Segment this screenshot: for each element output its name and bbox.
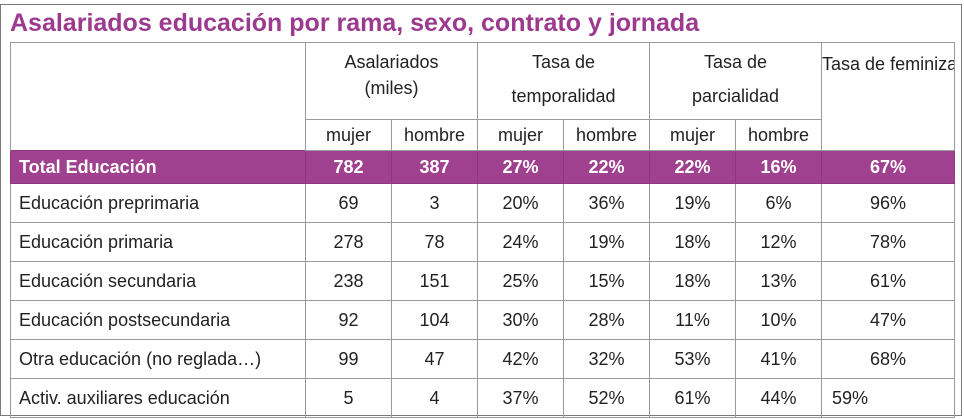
cell: 5 bbox=[305, 378, 392, 418]
cell: 41% bbox=[735, 339, 822, 379]
cell: 16% bbox=[735, 150, 822, 184]
cell: 104 bbox=[391, 300, 478, 340]
header-temporalidad: Tasa de temporalidad bbox=[477, 42, 650, 120]
cell: 68% bbox=[821, 339, 955, 379]
header-hombre: hombre bbox=[735, 119, 822, 151]
row-label: Total Educación bbox=[10, 150, 306, 184]
cell: 15% bbox=[563, 261, 650, 301]
cell: 59% bbox=[821, 378, 955, 418]
cell: 20% bbox=[477, 183, 564, 223]
cell: 99 bbox=[305, 339, 392, 379]
header-mujer: mujer bbox=[305, 119, 392, 151]
cell: 44% bbox=[735, 378, 822, 418]
cell: 22% bbox=[563, 150, 650, 184]
cell: 96% bbox=[821, 183, 955, 223]
cell: 92 bbox=[305, 300, 392, 340]
cell: 13% bbox=[735, 261, 822, 301]
cell: 11% bbox=[649, 300, 736, 340]
table-row: Educación primaria 278 78 24% 19% 18% 12… bbox=[10, 222, 955, 262]
cell: 47 bbox=[391, 339, 478, 379]
cell: 78% bbox=[821, 222, 955, 262]
header-mujer: mujer bbox=[477, 119, 564, 151]
cell: 61% bbox=[649, 378, 736, 418]
page-title: Asalariados educación por rama, sexo, co… bbox=[10, 9, 700, 37]
cell: 25% bbox=[477, 261, 564, 301]
cell: 6% bbox=[735, 183, 822, 223]
cell: 69 bbox=[305, 183, 392, 223]
row-label: Educación postsecundaria bbox=[10, 300, 306, 340]
cell: 28% bbox=[563, 300, 650, 340]
cell: 151 bbox=[391, 261, 478, 301]
cell: 37% bbox=[477, 378, 564, 418]
header-parcialidad: Tasa de parcialidad bbox=[649, 42, 822, 120]
cell: 19% bbox=[563, 222, 650, 262]
table-row: Activ. auxiliares educación 5 4 37% 52% … bbox=[10, 378, 955, 418]
cell: 12% bbox=[735, 222, 822, 262]
cell: 61% bbox=[821, 261, 955, 301]
cell: 36% bbox=[563, 183, 650, 223]
cell: 78 bbox=[391, 222, 478, 262]
total-row: Total Educación 782 387 27% 22% 22% 16% … bbox=[10, 150, 955, 184]
cell: 32% bbox=[563, 339, 650, 379]
row-label: Educación preprimaria bbox=[10, 183, 306, 223]
row-label: Otra educación (no reglada…) bbox=[10, 339, 306, 379]
header-mujer: mujer bbox=[649, 119, 736, 151]
cell: 18% bbox=[649, 261, 736, 301]
cell: 278 bbox=[305, 222, 392, 262]
cell: 52% bbox=[563, 378, 650, 418]
table-row: Educación secundaria 238 151 25% 15% 18%… bbox=[10, 261, 955, 301]
header-asalariados: Asalariados (miles) bbox=[305, 42, 478, 120]
cell: 387 bbox=[391, 150, 478, 184]
row-label: Activ. auxiliares educación bbox=[10, 378, 306, 418]
cell: 42% bbox=[477, 339, 564, 379]
cell: 19% bbox=[649, 183, 736, 223]
data-table: Asalariados (miles) Tasa de temporalidad… bbox=[10, 42, 955, 418]
cell: 53% bbox=[649, 339, 736, 379]
cell: 4 bbox=[391, 378, 478, 418]
cell: 30% bbox=[477, 300, 564, 340]
header-hombre: hombre bbox=[563, 119, 650, 151]
header-row-sex: mujer hombre mujer hombre mujer hombre bbox=[11, 119, 955, 151]
table-row: Educación postsecundaria 92 104 30% 28% … bbox=[10, 300, 955, 340]
table-row: Otra educación (no reglada…) 99 47 42% 3… bbox=[10, 339, 955, 379]
cell: 18% bbox=[649, 222, 736, 262]
row-label: Educación secundaria bbox=[10, 261, 306, 301]
header-row-groups: Asalariados (miles) Tasa de temporalidad… bbox=[10, 42, 955, 151]
table-row: Educación preprimaria 69 3 20% 36% 19% 6… bbox=[10, 183, 955, 223]
cell: 3 bbox=[391, 183, 478, 223]
cell: 10% bbox=[735, 300, 822, 340]
header-empty-cell bbox=[10, 42, 306, 151]
cell: 782 bbox=[305, 150, 392, 184]
header-feminizacion: Tasa de feminización bbox=[821, 42, 955, 151]
row-label: Educación primaria bbox=[10, 222, 306, 262]
cell: 47% bbox=[821, 300, 955, 340]
cell: 27% bbox=[477, 150, 564, 184]
cell: 24% bbox=[477, 222, 564, 262]
cell: 238 bbox=[305, 261, 392, 301]
header-hombre: hombre bbox=[391, 119, 478, 151]
cell: 67% bbox=[821, 150, 955, 184]
cell: 22% bbox=[649, 150, 736, 184]
